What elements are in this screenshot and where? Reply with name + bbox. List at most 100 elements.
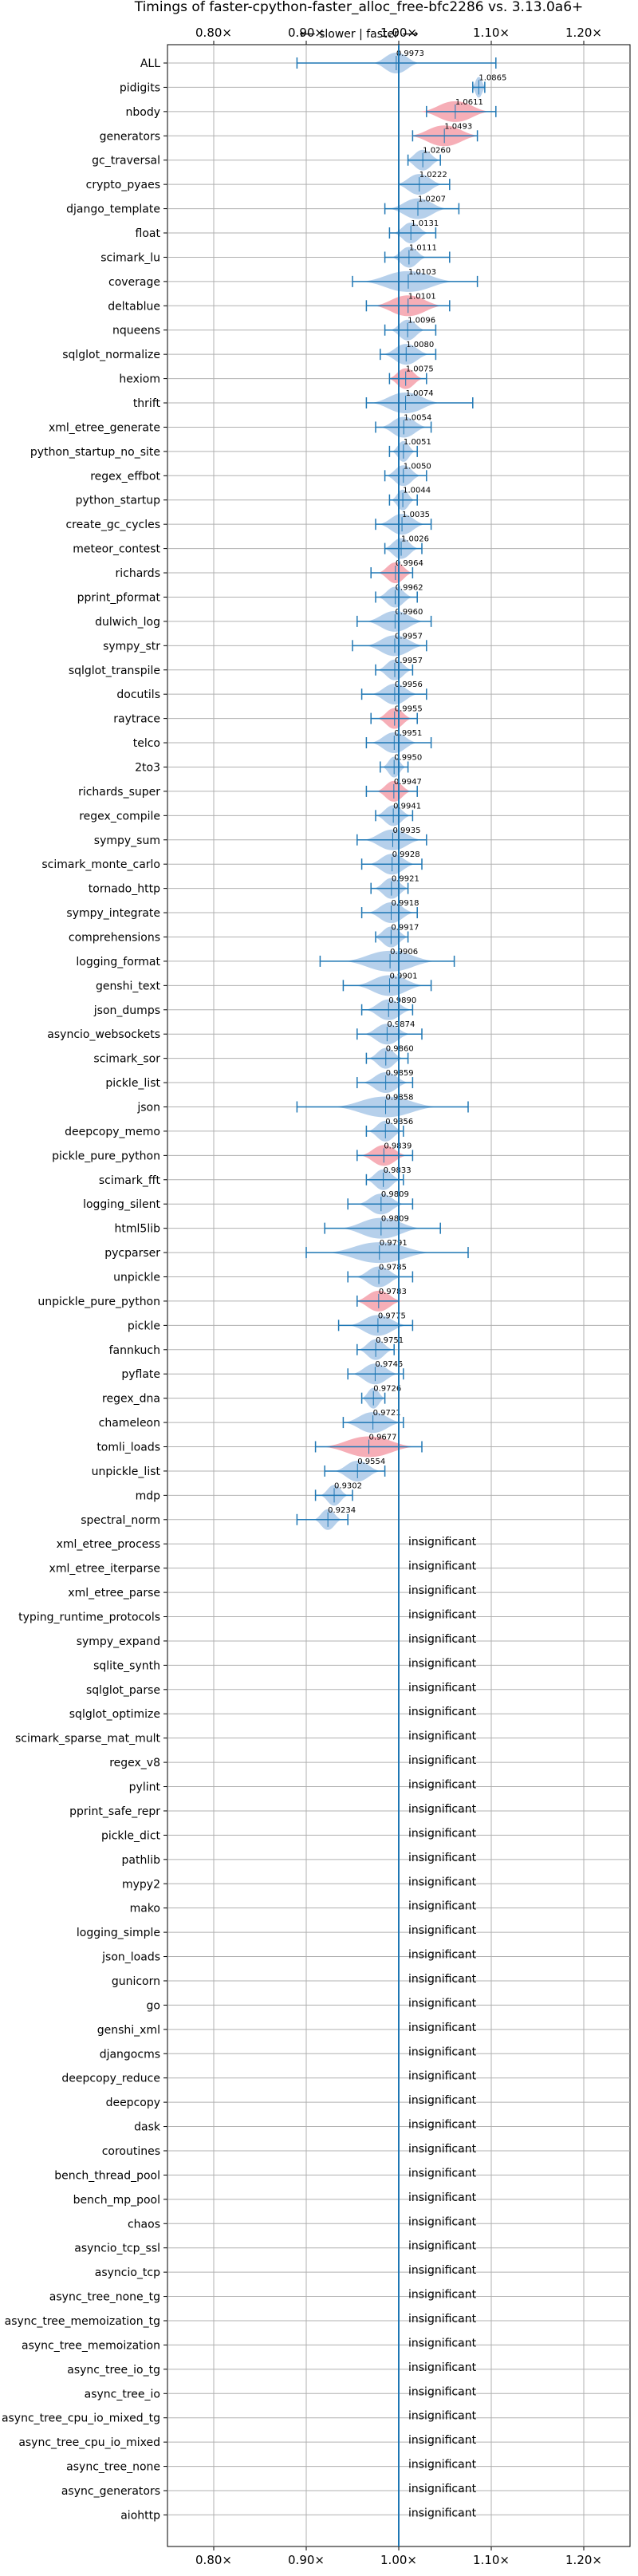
value-label: 0.9935 xyxy=(392,826,420,835)
value-label: 1.0054 xyxy=(404,413,431,422)
benchmark-label: ALL xyxy=(140,57,160,70)
benchmark-label: regex_v8 xyxy=(109,1757,160,1769)
benchmark-row: asyncio_tcp insignificant xyxy=(95,2264,630,2279)
benchmark-label: sqlglot_transpile xyxy=(69,665,160,677)
benchmark-label: regex_effbot xyxy=(90,470,160,483)
benchmark-row: xml_etree_iterparse insignificant xyxy=(49,1560,630,1576)
benchmark-row: xml_etree_generate 1.0054 xyxy=(49,413,630,438)
value-label: 0.9721 xyxy=(373,1409,401,1418)
benchmark-row: richards_super 0.9947 xyxy=(78,778,630,802)
benchmark-label: unpickle_list xyxy=(92,1466,161,1478)
benchmark-row: sqlglot_normalize 1.0080 xyxy=(62,341,630,365)
benchmark-row: gc_traversal 1.0260 xyxy=(92,147,630,171)
benchmark-label: 2to3 xyxy=(135,761,160,774)
insignificant-label: insignificant xyxy=(408,2119,477,2132)
value-label: 0.9809 xyxy=(381,1215,409,1224)
benchmark-row: chameleon 0.9721 xyxy=(99,1409,630,1434)
value-label: 0.9955 xyxy=(395,705,423,714)
benchmark-label: crypto_pyaes xyxy=(86,179,160,191)
benchmark-row: python_startup_no_site 1.0051 xyxy=(30,438,630,462)
benchmark-label: asyncio_tcp_ssl xyxy=(74,2243,160,2255)
benchmark-row: logging_format 0.9906 xyxy=(76,948,630,972)
value-label: 1.0096 xyxy=(408,317,435,325)
benchmark-label: json_dumps xyxy=(93,1004,160,1017)
benchmark-label: async_tree_cpu_io_mixed_tg xyxy=(2,2412,160,2425)
benchmark-label: tomli_loads xyxy=(96,1442,160,1454)
benchmark-label: chameleon xyxy=(99,1417,160,1430)
benchmark-label: pickle_pure_python xyxy=(52,1150,160,1162)
benchmark-row: crypto_pyaes 1.0222 xyxy=(86,171,630,195)
insignificant-label: insignificant xyxy=(408,2167,477,2180)
insignificant-label: insignificant xyxy=(408,1730,477,1743)
benchmark-label: create_gc_cycles xyxy=(65,519,160,531)
benchmark-row: regex_effbot 1.0050 xyxy=(90,462,630,487)
insignificant-label: insignificant xyxy=(408,2289,477,2302)
value-label: 1.0222 xyxy=(419,171,447,179)
value-label: 0.9785 xyxy=(379,1264,407,1272)
benchmark-label: dask xyxy=(134,2121,161,2134)
benchmark-label: xml_etree_generate xyxy=(49,421,160,434)
benchmark-row: deepcopy insignificant xyxy=(106,2094,630,2109)
insignificant-label: insignificant xyxy=(408,1900,477,1913)
insignificant-label: insignificant xyxy=(408,1584,477,1597)
benchmark-row: logging_simple insignificant xyxy=(77,1924,630,1939)
benchmark-row: unpickle_list 0.9554 xyxy=(92,1458,630,1481)
insignificant-label: insignificant xyxy=(408,2022,477,2034)
benchmark-row: pyflate 0.9745 xyxy=(121,1360,630,1385)
benchmark-label: regex_compile xyxy=(79,810,160,823)
benchmark-row: mypy2 insignificant xyxy=(122,1876,630,1891)
benchmark-row: asyncio_tcp_ssl insignificant xyxy=(74,2240,630,2255)
benchmark-row: djangocms insignificant xyxy=(100,2045,630,2061)
benchmark-row: spectral_norm 0.9234 xyxy=(81,1506,630,1530)
insignificant-label: insignificant xyxy=(408,2483,477,2495)
insignificant-label: insignificant xyxy=(408,2385,477,2398)
benchmark-row: async_tree_none insignificant xyxy=(66,2459,630,2474)
value-label: 0.9928 xyxy=(392,850,420,859)
benchmark-label: nqueens xyxy=(112,325,160,337)
value-label: 1.0035 xyxy=(402,511,430,519)
value-label: 0.9960 xyxy=(395,608,423,617)
insignificant-label: insignificant xyxy=(408,1876,477,1888)
value-label: 0.9775 xyxy=(378,1312,406,1320)
benchmark-label: logging_format xyxy=(76,956,160,968)
value-label: 0.9906 xyxy=(390,948,418,957)
benchmark-row: pprint_safe_repr insignificant xyxy=(69,1803,630,1818)
x-tick-label-bottom: 1.20× xyxy=(565,2553,602,2567)
insignificant-label: insignificant xyxy=(408,2240,477,2253)
insignificant-label: insignificant xyxy=(408,2215,477,2228)
benchmark-label: mdp xyxy=(136,1489,161,1502)
benchmark-label: sqlglot_parse xyxy=(86,1684,160,1697)
benchmark-row: create_gc_cycles 1.0035 xyxy=(65,511,630,535)
benchmark-row: pidigits 1.0865 xyxy=(120,73,630,98)
benchmark-row: aiohttp insignificant xyxy=(120,2507,630,2522)
benchmark-label: richards xyxy=(116,567,161,580)
benchmark-row: genshi_xml insignificant xyxy=(97,2022,630,2037)
benchmark-row: coroutines insignificant xyxy=(102,2143,630,2158)
benchmark-row: bench_mp_pool insignificant xyxy=(73,2191,630,2207)
benchmark-row: unpickle_pure_python 0.9783 xyxy=(37,1288,630,1312)
insignificant-label: insignificant xyxy=(408,2313,477,2326)
benchmark-label: pickle_list xyxy=(105,1077,160,1090)
insignificant-label: insignificant xyxy=(408,1973,477,1986)
x-tick-label-top: 0.80× xyxy=(195,26,232,40)
benchmark-row: meteor_contest 1.0026 xyxy=(73,535,630,559)
value-label: 0.9951 xyxy=(394,729,422,738)
benchmark-row: json 0.9858 xyxy=(136,1093,630,1118)
benchmark-row: raytrace 0.9955 xyxy=(113,705,630,729)
benchmark-label: deltablue xyxy=(108,300,160,313)
value-label: 1.0080 xyxy=(406,341,434,349)
value-label: 0.9809 xyxy=(381,1190,409,1199)
benchmark-row: chaos insignificant xyxy=(128,2215,630,2231)
value-label: 0.9950 xyxy=(394,753,422,762)
insignificant-label: insignificant xyxy=(408,1609,477,1622)
benchmark-label: xml_etree_process xyxy=(57,1538,160,1551)
value-label: 1.0103 xyxy=(408,268,436,277)
value-label: 0.9917 xyxy=(391,923,419,932)
benchmark-row: float 1.0131 xyxy=(136,219,630,244)
benchmark-row: html5lib 0.9809 xyxy=(115,1215,630,1239)
benchmark-label: spectral_norm xyxy=(81,1514,160,1527)
benchmark-row: sqlite_synth insignificant xyxy=(93,1657,630,1672)
x-tick-label-bottom: 1.10× xyxy=(473,2553,510,2567)
benchmark-label: mako xyxy=(130,1903,160,1915)
benchmark-row: pathlib insignificant xyxy=(122,1852,630,1867)
